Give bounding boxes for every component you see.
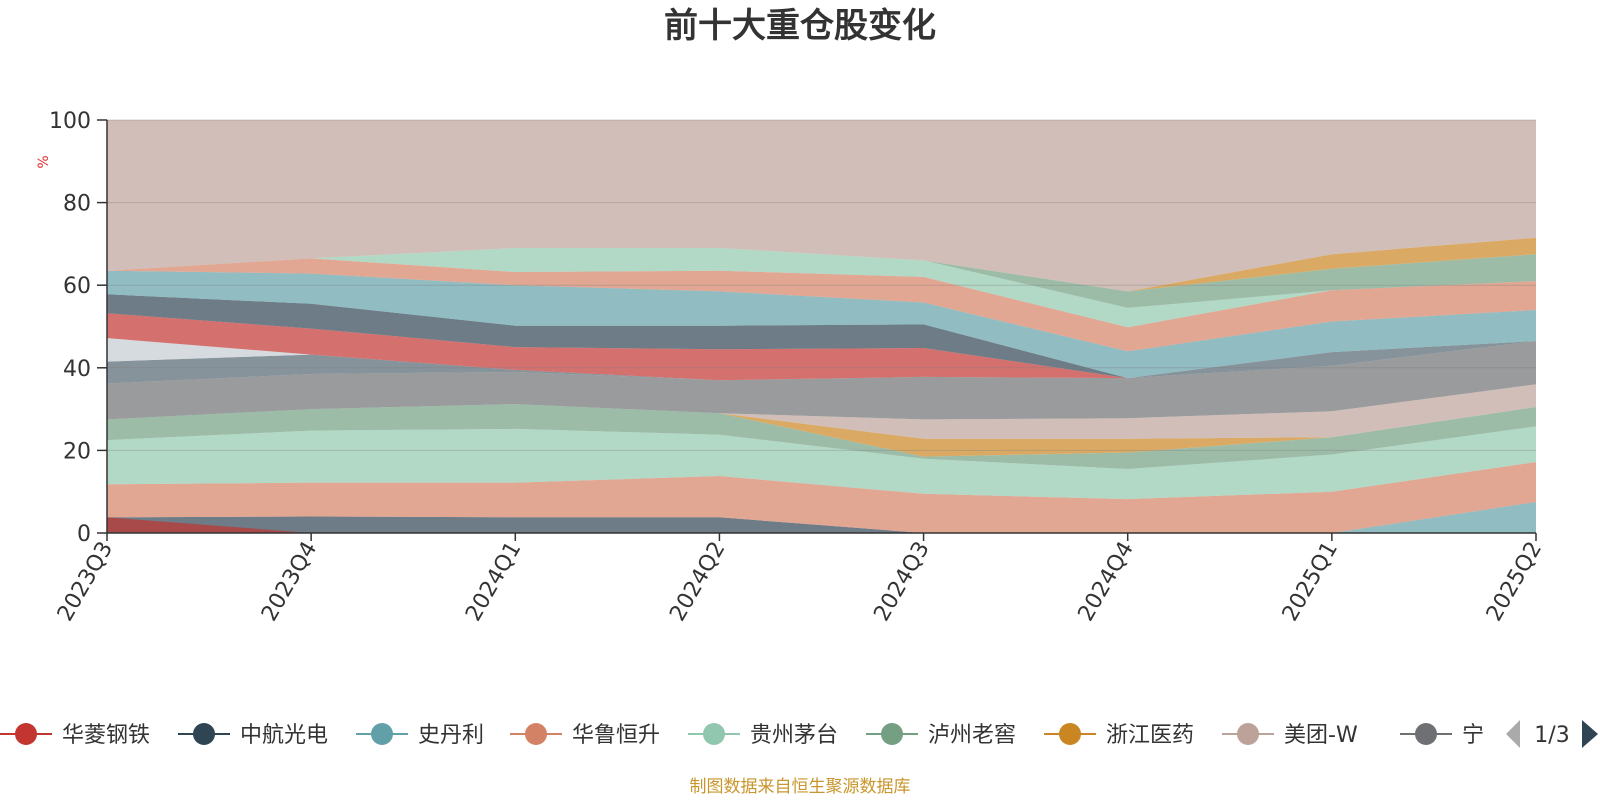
legend-marker-icon <box>193 723 215 745</box>
y-tick-label: 60 <box>63 274 91 299</box>
area-band-5 <box>107 404 1536 469</box>
area-band-12 <box>107 294 1536 379</box>
legend-label: 泸州老窖 <box>928 723 1016 748</box>
y-tick-label: 0 <box>77 522 91 547</box>
y-axis-unit: % <box>36 155 52 168</box>
x-tick-label: 2023Q4 <box>257 538 322 626</box>
x-tick-label: 2024Q4 <box>1074 538 1139 626</box>
x-tick-label: 2025Q2 <box>1482 538 1547 626</box>
x-tick-label: 2024Q2 <box>665 538 730 626</box>
area-band-6 <box>107 404 1536 457</box>
legend-item[interactable]: 史丹利 <box>356 723 484 748</box>
legend-prev-icon[interactable] <box>1506 720 1520 748</box>
area-band-15 <box>107 248 1536 328</box>
legend-label: 贵州茅台 <box>750 723 838 748</box>
legend-next-icon[interactable] <box>1582 720 1598 748</box>
legend-label: 华鲁恒升 <box>572 723 660 748</box>
x-tick-label: 2024Q3 <box>869 538 934 626</box>
area-band-18 <box>107 120 1536 292</box>
legend-label: 浙江医药 <box>1106 723 1194 748</box>
legend-marker-icon <box>525 723 547 745</box>
area-band-2 <box>107 517 1536 533</box>
legend-item[interactable]: 华鲁恒升 <box>510 723 660 748</box>
legend-label: 史丹利 <box>418 723 484 748</box>
legend-item[interactable]: 华菱钢铁 <box>0 723 150 748</box>
grid-lines <box>107 119 1536 451</box>
legend-pager-bg <box>1484 712 1600 758</box>
legend-marker-icon <box>371 723 393 745</box>
y-tick-label: 20 <box>63 439 91 464</box>
chart-title: 前十大重仓股变化 <box>664 6 936 46</box>
area-band-4 <box>107 426 1536 500</box>
x-tick-label: 2024Q1 <box>461 538 526 626</box>
legend-marker-icon <box>881 723 903 745</box>
area-band-14 <box>107 258 1536 352</box>
legend-marker-icon <box>1059 723 1081 745</box>
legend-label: 华菱钢铁 <box>62 723 150 748</box>
legend-item[interactable]: 浙江医药 <box>1044 723 1194 748</box>
footer-source: 制图数据来自恒生聚源数据库 <box>690 777 911 797</box>
legend-page-indicator: 1/3 <box>1534 723 1569 748</box>
area-band-7 <box>107 384 1536 439</box>
area-band-3 <box>107 462 1536 533</box>
x-tick-label: 2023Q3 <box>53 538 118 626</box>
y-tick-label: 80 <box>63 192 91 217</box>
area-band-1 <box>107 516 1536 533</box>
y-tick-label: 40 <box>63 357 91 382</box>
area-band-11 <box>107 313 1536 381</box>
legend-marker-icon <box>703 723 725 745</box>
legend-item[interactable]: 贵州茅台 <box>688 723 838 748</box>
legend-marker-icon <box>15 723 37 745</box>
area-band-16 <box>107 248 1536 308</box>
legend-label: 中航光电 <box>240 723 328 748</box>
area-band-0 <box>107 502 1536 533</box>
legend-item[interactable]: 美团-W <box>1222 723 1358 748</box>
area-band-13 <box>107 270 1536 379</box>
x-tick-label: 2025Q1 <box>1278 538 1343 626</box>
legend-marker-icon <box>1237 723 1259 745</box>
area-bands <box>107 120 1536 533</box>
area-band-8 <box>107 341 1536 420</box>
legend-marker-icon <box>1415 723 1437 745</box>
legend-label: 美团-W <box>1284 723 1358 748</box>
y-tick-label: 100 <box>49 109 91 134</box>
legend-item[interactable]: 泸州老窖 <box>866 723 1016 748</box>
area-band-9 <box>107 341 1536 384</box>
legend-item[interactable]: 中航光电 <box>178 723 328 748</box>
